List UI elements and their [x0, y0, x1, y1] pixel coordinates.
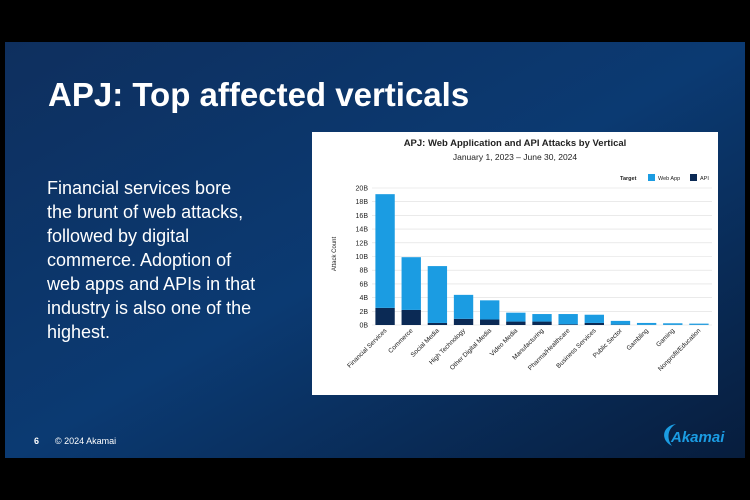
y-tick-label: 10B	[356, 254, 369, 261]
y-tick-label: 2B	[359, 309, 368, 316]
body-line: the brunt of web attacks,	[47, 202, 243, 222]
bar-segment	[453, 318, 474, 325]
bar-segment	[636, 322, 657, 325]
legend-label: Web App	[658, 176, 680, 182]
bar-segment	[401, 257, 421, 310]
bar-segment	[480, 319, 500, 325]
y-axis-label: Attack Count	[332, 236, 338, 271]
bar-segment	[689, 323, 709, 325]
chart-subtitle: January 1, 2023 – June 30, 2024	[453, 152, 578, 162]
y-tick-label: 8B	[359, 268, 368, 275]
legend-title: Target	[620, 176, 637, 182]
bar-segment	[375, 194, 395, 308]
bar-segment	[427, 266, 448, 323]
bar-segment	[506, 312, 526, 322]
body-line: industry is also one of the	[47, 298, 251, 318]
bar-segment	[453, 294, 474, 319]
bar-segment	[506, 321, 526, 325]
bar-segment	[558, 314, 578, 325]
y-tick-label: 6B	[359, 281, 368, 288]
y-tick-label: 16B	[356, 213, 369, 220]
body-line: commerce. Adoption of	[47, 250, 232, 270]
bar-segment	[375, 307, 395, 325]
bar-segment	[427, 322, 448, 325]
bar-segment	[401, 309, 421, 325]
bar-segment	[610, 320, 631, 325]
slide-title: APJ: Top affected verticals	[48, 76, 469, 113]
chart-title: APJ: Web Application and API Attacks by …	[404, 138, 627, 149]
logo-mark	[664, 424, 676, 446]
body-line: Financial services bore	[47, 178, 231, 198]
bar-segment	[480, 300, 500, 320]
bar-segment	[584, 314, 604, 323]
bar-segment	[663, 323, 683, 325]
copyright: © 2024 Akamai	[55, 436, 116, 446]
body-line: web apps and APIs in that	[46, 274, 255, 294]
y-tick-label: 0B	[359, 323, 368, 330]
y-tick-label: 14B	[356, 227, 369, 234]
logo: Akamai	[670, 429, 725, 446]
bar-segment	[532, 321, 552, 325]
bar-segment	[584, 322, 604, 325]
y-tick-label: 18B	[356, 199, 369, 206]
body-text: Financial services bore the brunt of web …	[46, 178, 255, 342]
y-tick-label: 4B	[359, 295, 368, 302]
y-tick-label: 12B	[356, 240, 369, 247]
body-line: followed by digital	[47, 226, 189, 246]
page-number: 6	[34, 436, 39, 446]
body-line: highest.	[47, 322, 110, 342]
y-tick-label: 20B	[356, 186, 369, 193]
legend-swatch	[690, 174, 697, 181]
legend-label: API	[700, 176, 709, 182]
bar-segment	[532, 314, 552, 322]
bar-segment	[558, 324, 578, 325]
legend-swatch	[648, 174, 655, 181]
